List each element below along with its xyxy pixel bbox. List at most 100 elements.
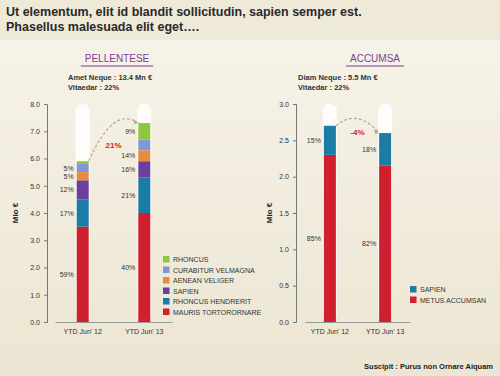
bar-track xyxy=(137,104,151,322)
y-tick-mark xyxy=(44,268,47,269)
share-label: 59% xyxy=(60,271,74,278)
y-tick-label: 0.0 xyxy=(30,319,40,326)
share-label: 15% xyxy=(307,137,321,144)
share-label: 21% xyxy=(121,192,135,199)
y-tick-label: 7.0 xyxy=(30,128,40,135)
y-tick: 1.0 xyxy=(30,291,47,298)
growth-arrow xyxy=(89,119,139,162)
y-tick-mark xyxy=(293,286,296,287)
y-axis: 0.0 1.0 2.0 3.0 4.0 5.0 6.0 7.0 8.0 xyxy=(30,101,47,326)
share-label: 85% xyxy=(307,235,321,242)
y-tick-label: 5.0 xyxy=(30,182,40,189)
y-tick: 8.0 xyxy=(30,101,47,108)
y-tick: 4.0 xyxy=(30,210,47,217)
y-axis-title: Mio € xyxy=(11,202,20,223)
y-tick-label: 3.0 xyxy=(279,101,289,108)
legend: SAPIENMETUS ACCUMSAN xyxy=(410,286,486,304)
plot-area xyxy=(76,104,152,322)
y-tick: 7.0 xyxy=(30,128,47,135)
bar-track xyxy=(76,104,90,322)
bar-segment xyxy=(379,166,391,322)
bar-segment xyxy=(77,227,89,322)
title-underline xyxy=(346,66,404,67)
y-axis-line xyxy=(293,105,297,323)
y-tick: 3.0 xyxy=(279,101,296,108)
legend-label: METUS ACCUMSAN xyxy=(420,297,486,304)
bar-segment xyxy=(77,180,89,199)
share-label: 16% xyxy=(121,166,135,173)
legend-swatch xyxy=(163,288,170,295)
y-tick-mark xyxy=(293,140,296,141)
bar-segment xyxy=(77,161,89,164)
y-tick-label: 2.5 xyxy=(279,137,289,144)
bar-track xyxy=(323,104,337,322)
bar-segment xyxy=(138,178,150,213)
legend-swatch xyxy=(410,286,417,293)
page-title: Ut elementum, elit id blandit sollicitud… xyxy=(6,5,362,19)
y-tick: 0.0 xyxy=(30,319,47,326)
y-tick-mark xyxy=(44,213,47,214)
y-tick-mark xyxy=(293,213,296,214)
x-tick-label: YTD Jun' 13 xyxy=(125,328,163,335)
x-tick-label: YTD Jun' 12 xyxy=(64,328,102,335)
y-tick-label: 2.0 xyxy=(30,264,40,271)
x-tick: YTD Jun' 13 xyxy=(366,322,404,335)
header-band xyxy=(0,0,500,40)
y-tick-label: 6.0 xyxy=(30,155,40,162)
x-axis: YTD Jun' 12 YTD Jun' 13 xyxy=(306,322,411,335)
bar-segment xyxy=(138,150,150,161)
share-label: 17% xyxy=(60,210,74,217)
legend-swatch xyxy=(163,277,170,284)
y-tick: 1.5 xyxy=(279,210,296,217)
y-tick-label: 1.0 xyxy=(30,291,40,298)
y-tick-mark xyxy=(293,249,296,250)
y-axis: 0.00.51.01.52.02.53.0 xyxy=(279,101,296,326)
y-tick: 2.0 xyxy=(30,264,47,271)
y-tick-label: 8.0 xyxy=(30,101,40,108)
y-axis-title: Mio € xyxy=(265,202,274,223)
growth-arrowhead xyxy=(133,119,138,124)
y-tick: 2.0 xyxy=(279,173,296,180)
legend-swatch xyxy=(163,298,170,305)
y-tick: 3.0 xyxy=(30,237,47,244)
bar-segment xyxy=(324,126,336,155)
page-title: Phasellus malesuada elit eget…. xyxy=(6,20,199,34)
bar-segment xyxy=(138,123,150,139)
y-tick-mark xyxy=(293,177,296,178)
chart-panel: PELLENTESEAmet Neque : 13.4 Mn €Vitaedar… xyxy=(11,53,261,335)
legend-label: RHONCUS HENDRERIT xyxy=(173,298,252,305)
chart-subtitle: Vitaedar : 22% xyxy=(298,83,349,92)
share-label: 5% xyxy=(64,173,74,180)
title-underline xyxy=(81,66,153,67)
x-tick-label: YTD Jun' 12 xyxy=(311,328,349,335)
legend-swatch xyxy=(163,256,170,263)
bar-track xyxy=(378,104,392,322)
y-tick-mark xyxy=(44,186,47,187)
bar-segment xyxy=(138,139,150,150)
growth-label: 21% xyxy=(105,141,121,150)
share-label: 5% xyxy=(64,165,74,172)
y-tick: 5.0 xyxy=(30,182,47,189)
y-tick-label: 0.5 xyxy=(279,282,289,289)
legend-swatch xyxy=(410,297,417,304)
chart-title: ACCUMSA xyxy=(350,53,400,64)
plot-area xyxy=(323,104,392,322)
bar-segment xyxy=(77,172,89,180)
share-label: 40% xyxy=(121,264,135,271)
x-axis-line xyxy=(306,322,411,323)
share-label: 18% xyxy=(362,146,376,153)
legend-label: SAPIEN xyxy=(173,288,199,295)
x-tick: YTD Jun' 13 xyxy=(125,322,163,335)
y-tick-mark xyxy=(44,295,47,296)
y-tick-mark xyxy=(44,159,47,160)
chart-root: Ut elementum, elit id blandit sollicitud… xyxy=(0,0,500,376)
chart-panel: ACCUMSADiam Neque : 5.5 Mn €Vitaedar : 2… xyxy=(265,53,486,335)
legend: RHONCUSCURABITUR VELMAGNAAENEAN VELIGERS… xyxy=(163,256,261,316)
chart-title: PELLENTESE xyxy=(85,53,150,64)
y-tick-label: 2.0 xyxy=(279,173,289,180)
bar-segment xyxy=(138,161,150,177)
legend-label: CURABITUR VELMAGNA xyxy=(173,267,255,274)
y-tick-mark xyxy=(293,322,296,323)
share-label: 82% xyxy=(362,240,376,247)
y-tick: 2.5 xyxy=(279,137,296,144)
